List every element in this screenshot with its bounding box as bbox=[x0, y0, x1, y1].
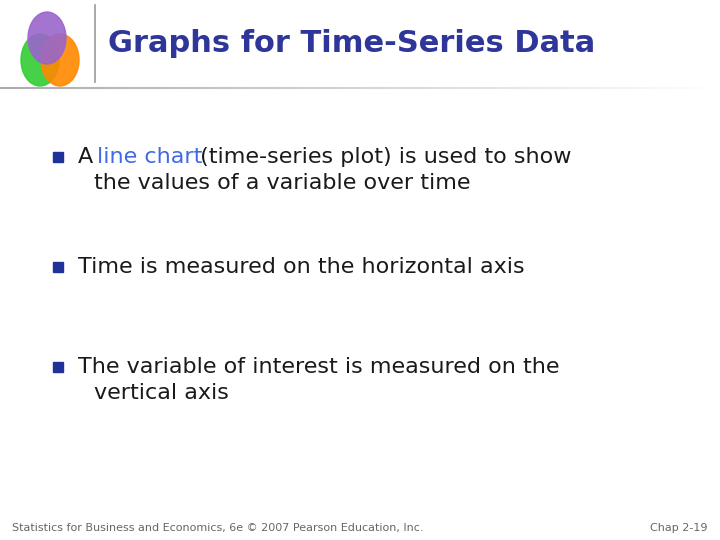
Text: Time is measured on the horizontal axis: Time is measured on the horizontal axis bbox=[78, 257, 525, 277]
Text: vertical axis: vertical axis bbox=[94, 383, 229, 403]
Text: Chap 2-19: Chap 2-19 bbox=[650, 523, 708, 533]
Text: the values of a variable over time: the values of a variable over time bbox=[94, 173, 470, 193]
Ellipse shape bbox=[21, 34, 59, 86]
Text: (time-series plot) is used to show: (time-series plot) is used to show bbox=[193, 147, 572, 167]
Ellipse shape bbox=[41, 34, 79, 86]
Text: The variable of interest is measured on the: The variable of interest is measured on … bbox=[78, 357, 559, 377]
Text: line chart: line chart bbox=[97, 147, 202, 167]
Text: Graphs for Time-Series Data: Graphs for Time-Series Data bbox=[108, 29, 595, 57]
Ellipse shape bbox=[28, 12, 66, 64]
Text: Statistics for Business and Economics, 6e © 2007 Pearson Education, Inc.: Statistics for Business and Economics, 6… bbox=[12, 523, 423, 533]
Text: A: A bbox=[78, 147, 100, 167]
